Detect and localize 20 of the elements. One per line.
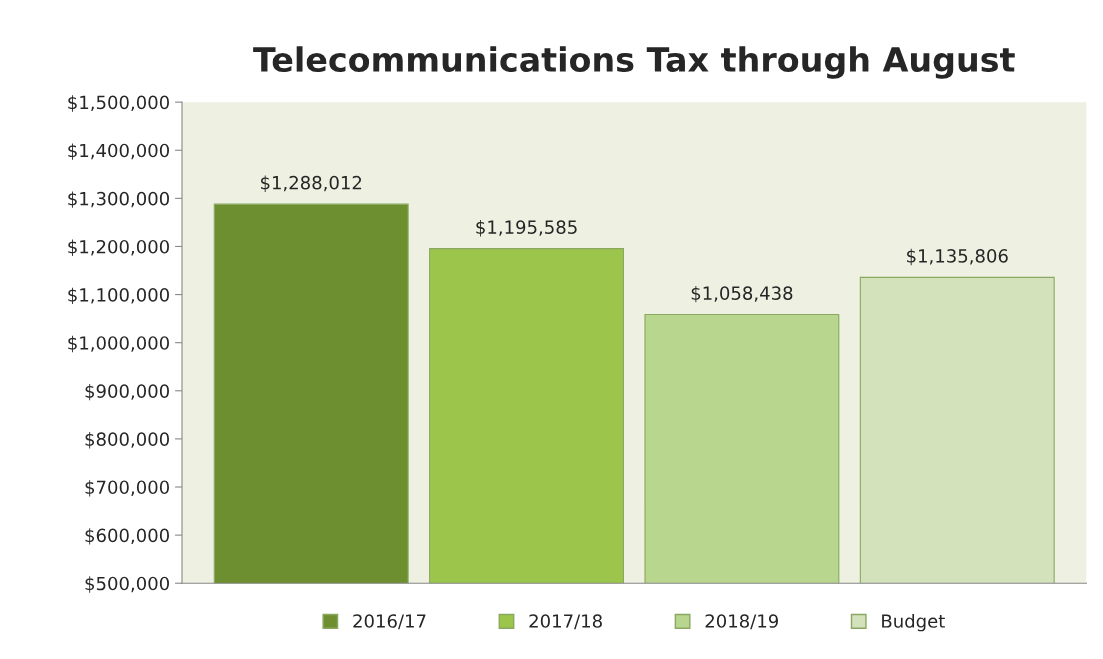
y-tick-label: $1,200,000	[68, 239, 169, 256]
y-tick-label: $900,000	[85, 383, 169, 401]
y-tick-label: $600,000	[85, 528, 169, 545]
text: $1,288,012	[261, 175, 362, 192]
text: $1,195,585	[476, 220, 577, 237]
y-tick-label: $1,100,000	[68, 287, 169, 305]
y-tick-label: $500,000	[85, 576, 169, 593]
y-tick-label: $1,000,000	[68, 335, 169, 353]
text: $1,058,438	[691, 285, 793, 303]
y-tick-label: $1,400,000	[68, 143, 169, 160]
legend-label: 2016/17	[353, 614, 426, 630]
y-tick-label: $1,500,000	[68, 95, 169, 112]
legend-label: Budget	[882, 613, 945, 632]
text: $1,135,806	[907, 248, 1008, 266]
y-tick-label: $800,000	[85, 432, 169, 449]
y-tick-label: $700,000	[85, 480, 169, 497]
legend-label: 2018/19	[705, 614, 778, 630]
legend-label: 2017/18	[529, 614, 602, 630]
chart-title: Telecommunications Tax through August	[253, 46, 1015, 79]
y-tick-label: $1,300,000	[68, 191, 169, 208]
